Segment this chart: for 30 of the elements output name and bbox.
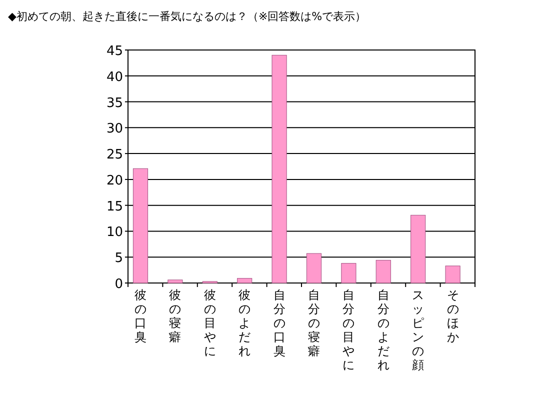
x-tick-label: 自分のよだれ	[377, 288, 390, 372]
x-tick-label: そのほか	[446, 288, 459, 344]
x-tick-label: 彼の寝癖	[168, 288, 182, 344]
x-tick-label: 自分の寝癖	[306, 288, 320, 358]
bar	[341, 263, 356, 284]
x-tick-label: 自分の目やに	[342, 288, 355, 372]
y-tick-label: 10	[106, 225, 123, 240]
x-tick-label: 彼のよだれ	[238, 288, 251, 358]
bar	[306, 253, 322, 284]
bar	[376, 260, 391, 284]
bar	[168, 280, 183, 284]
x-tick-label: スッピンの顔	[412, 288, 424, 372]
y-tick-label: 25	[106, 148, 123, 163]
chart-title: ◆初めての朝、起きた直後に一番気になるのは？（※回答数は%で表示）	[8, 10, 366, 23]
bar	[237, 278, 252, 284]
y-tick-label: 0	[114, 277, 123, 292]
x-tick-label: 自分の口臭	[273, 288, 286, 358]
bar	[272, 54, 287, 284]
y-tick-label: 30	[106, 122, 123, 137]
y-tick-label: 35	[106, 96, 123, 111]
y-tick-label: 40	[106, 70, 123, 85]
x-tick-label: 彼の口臭	[134, 288, 146, 344]
bar	[410, 214, 426, 284]
bar	[445, 266, 460, 284]
y-tick-label: 15	[106, 199, 123, 214]
bar	[132, 168, 148, 284]
x-tick-label: 彼の目やに	[204, 288, 216, 358]
y-tick-label: 5	[114, 251, 123, 266]
y-tick-label: 20	[106, 173, 123, 188]
y-tick-label: 45	[106, 44, 123, 59]
